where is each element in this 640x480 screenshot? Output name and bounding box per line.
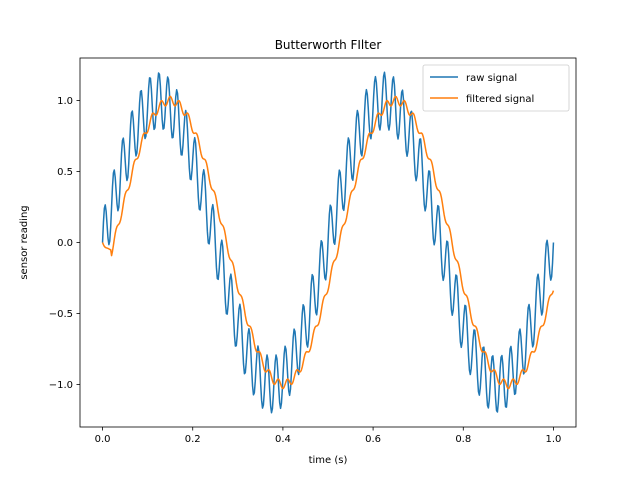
plot-area <box>101 71 555 414</box>
x-tick-label: 0.6 <box>365 434 381 445</box>
legend: raw signal filtered signal <box>422 64 570 112</box>
y-tick-label: 0.5 <box>57 167 73 178</box>
y-tick-label: −1.0 <box>49 380 73 391</box>
axes: 0.0 0.2 0.4 0.6 0.8 1.0 −1.0 −0.5 0.0 0.5 1.0 <box>49 57 577 445</box>
x-tick-label: 0.4 <box>275 434 291 445</box>
x-axis-label: time (s) <box>309 455 348 466</box>
x-tick-label: 0.8 <box>455 434 471 445</box>
y-axis-label: sensor reading <box>19 205 30 279</box>
chart-title: Butterworth FIlter <box>275 38 382 52</box>
legend-label: filtered signal <box>466 94 534 105</box>
x-tick-label: 1.0 <box>546 434 562 445</box>
series-line-filtered-signal <box>101 95 555 390</box>
y-tick-label: −0.5 <box>49 309 73 320</box>
y-tick-label: 0.0 <box>57 238 73 249</box>
series-line-raw-signal <box>101 71 555 414</box>
x-tick-label: 0.2 <box>185 434 201 445</box>
legend-label: raw signal <box>466 73 517 84</box>
y-tick-label: 1.0 <box>57 96 73 107</box>
legend-box <box>422 64 570 112</box>
x-tick-label: 0.0 <box>95 434 111 445</box>
